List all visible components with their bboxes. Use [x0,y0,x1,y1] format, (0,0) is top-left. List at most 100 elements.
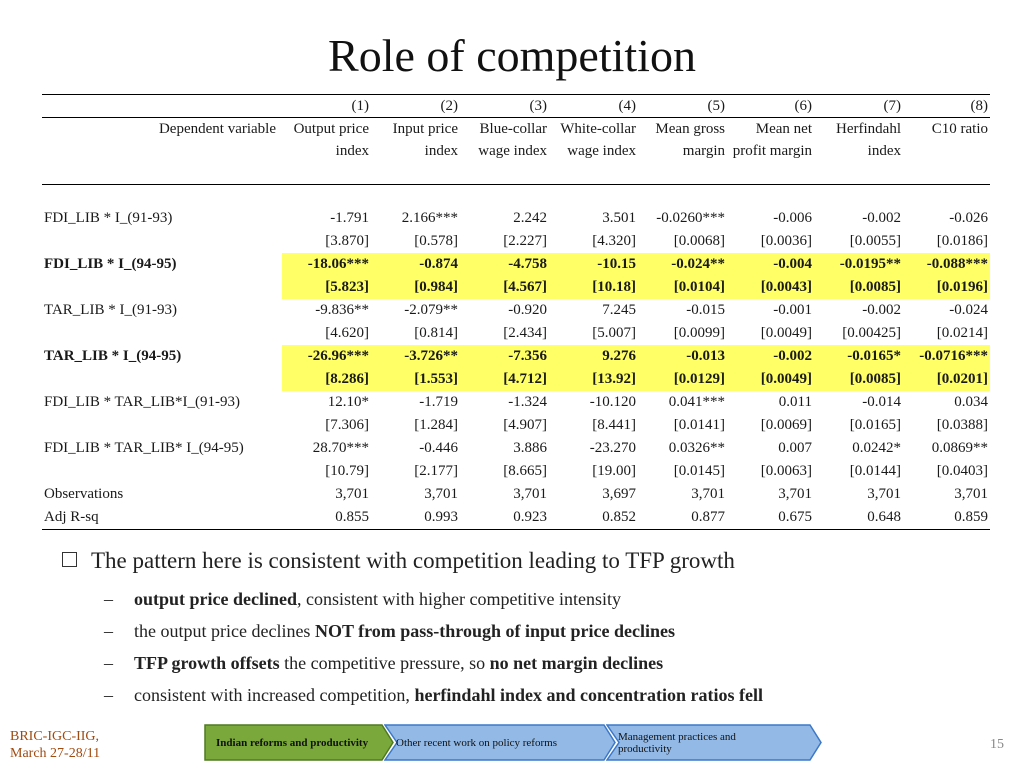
se-cell: [0.0388] [936,417,988,433]
chevron-shape [384,724,616,761]
coef-cell: -0.874 [371,253,460,276]
coef-cell: 0.0869** [931,440,988,456]
coef-cell: -0.002 [862,210,901,226]
slide-title: Role of competition [328,30,696,81]
footer-line-1: BRIC-IGC-IIG, [10,729,100,744]
main-bullet: The pattern here is consistent with comp… [62,546,735,576]
stat-cell: 0.648 [814,506,903,530]
coef-cell: -0.920 [508,302,547,318]
coef-cell: -1.791 [330,210,369,226]
nav-step-management[interactable]: Management practices and productivity [606,724,822,761]
spacer-cell [42,185,990,208]
stat-cell: 0.855 [282,506,371,530]
table-row: FDI_LIB * TAR_LIB*I_(91-93) 12.10* -1.719 -… [42,391,990,414]
column-header: Output price index [282,117,371,185]
se-cell: [0.0214] [936,325,988,341]
se-cell: [0.0196] [903,276,990,299]
coef-cell: -10.120 [589,394,636,410]
se-cell: [0.984] [371,276,460,299]
coef-cell: 7.245 [602,302,636,318]
se-cell: [8.665] [503,463,547,479]
sub-bullet-text: output price declined [134,589,298,609]
coef-cell: -9.836** [315,302,369,318]
coef-cell: -3.726** [371,345,460,368]
coef-cell: 0.007 [778,440,812,456]
chevron-shape [606,724,822,761]
blank-cell [42,230,282,253]
sub-bullet-text: NOT from pass-through of input price dec… [314,621,675,641]
column-number: (6) [727,94,814,118]
coef-cell: -0.024 [949,302,988,318]
table-row-se: [4.620] [0.814] [2.434] [5.007] [0.0099] [0.0… [42,322,990,345]
table-row-se: [7.306] [1.284] [4.907] [8.441] [0.0141] [0.0… [42,414,990,437]
blank-cell [42,460,282,483]
coef-cell: -7.356 [460,345,549,368]
table-row: FDI_LIB * TAR_LIB* I_(94-95) 28.70*** -0.4… [42,437,990,460]
nav-step-label: Management practices and productivity [618,730,736,755]
column-header: Mean gross margin [638,117,727,185]
se-cell: [0.0141] [673,417,725,433]
column-header: White-collar wage index [549,117,638,185]
coef-cell: 2.242 [513,210,547,226]
blank-cell [42,94,282,118]
table-row-se: [8.286] [1.553] [4.712] [13.92] [0.0129] [0.0… [42,368,990,391]
coef-cell: -0.001 [773,302,812,318]
coef-cell: -1.719 [419,394,458,410]
row-label: TAR_LIB * I_(94-95) [44,348,182,364]
dash-bullet-icon: – [104,653,113,673]
stat-cell: 3,701 [691,486,725,502]
table-row: FDI_LIB * I_(94-95) -18.06*** -0.874 -4.758… [42,253,990,276]
se-cell: [0.0099] [673,325,725,341]
stat-cell: 3,701 [954,486,988,502]
column-header: Input price index [371,117,460,185]
row-label: FDI_LIB * TAR_LIB*I_(91-93) [44,394,241,410]
sub-bullet-text: herfindahl index and concentration ratio… [414,685,763,705]
se-cell: [4.320] [592,233,636,249]
se-cell: [10.79] [325,463,369,479]
coef-cell: 9.276 [549,345,638,368]
coef-cell: 3.501 [602,210,636,226]
coef-cell: 28.70*** [312,440,369,456]
coef-cell: -0.002 [862,302,901,318]
sub-bullet: – the output price declines NOT from pass… [104,619,675,643]
se-cell: [0.0069] [760,417,812,433]
nav-step-policy-reforms[interactable]: Other recent work on policy reforms [384,724,616,761]
coef-cell: -26.96*** [282,345,371,368]
stat-cell: 3,697 [602,486,636,502]
blank-cell [42,368,282,391]
stat-cell: 3,701 [513,486,547,502]
coef-cell: 0.034 [954,394,988,410]
se-cell: [4.567] [460,276,549,299]
se-cell: [0.814] [414,325,458,341]
coef-cell: -0.0195** [814,253,903,276]
stat-cell: 0.923 [460,506,549,530]
column-number: (5) [638,94,727,118]
se-cell: [5.007] [592,325,636,341]
se-cell: [0.00425] [842,325,901,341]
sub-bullet-text: , consistent with higher competitive int… [297,589,621,609]
column-number-row: (1) (2) (3) (4) (5) (6) (7) (8) [42,94,990,118]
column-number: (8) [903,94,990,118]
sub-bullet: – TFP growth offsets the competitive pres… [104,651,663,675]
se-cell: [0.0049] [727,368,814,391]
coef-cell: -0.002 [727,345,814,368]
stat-cell: 3,701 [778,486,812,502]
nav-step-indian-reforms[interactable]: Indian reforms and productivity [204,724,394,761]
se-cell: [10.18] [549,276,638,299]
se-cell: [2.434] [503,325,547,341]
table-row-se: [5.823] [0.984] [4.567] [10.18] [0.0104] [0.0… [42,276,990,299]
coef-cell: 12.10* [327,394,369,410]
row-label: Observations [44,486,124,502]
se-cell: [0.0085] [814,276,903,299]
blank-cell [42,276,282,299]
sub-bullet-text: no net margin declines [489,653,664,673]
main-bullet-text: The pattern here is consistent with comp… [91,548,735,573]
coef-cell: -0.013 [638,345,727,368]
column-number: (1) [282,94,371,118]
sub-bullet-text: the competitive pressure, so [279,653,490,673]
row-label: FDI_LIB * I_(91-93) [44,210,173,226]
se-cell: [2.177] [414,463,458,479]
coef-cell: 3.886 [513,440,547,456]
coef-cell: -23.270 [589,440,636,456]
se-cell: [5.823] [282,276,371,299]
